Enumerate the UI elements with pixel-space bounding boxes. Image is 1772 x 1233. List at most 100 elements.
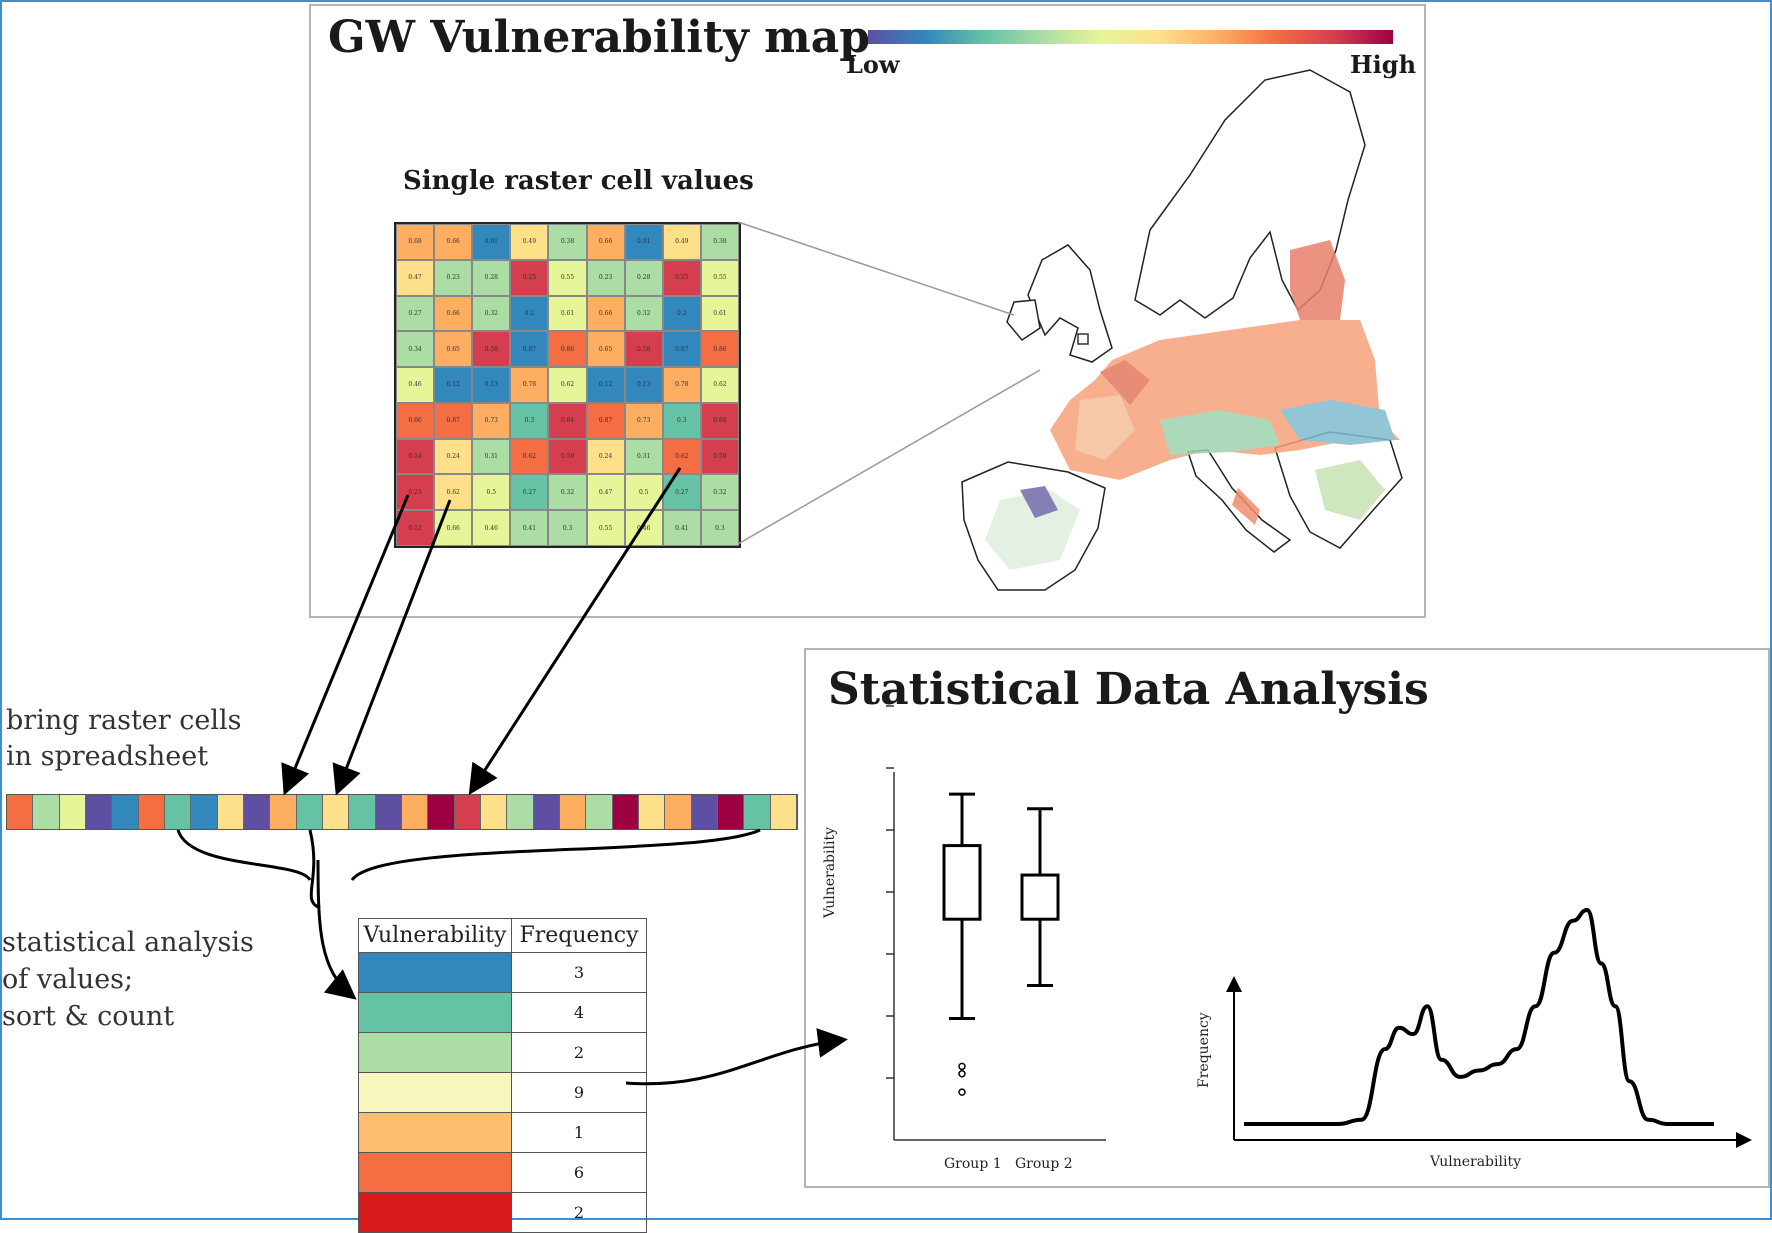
spreadsheet-cell bbox=[349, 795, 376, 829]
raster-cell: 0.32 bbox=[624, 295, 663, 332]
zoom-source-marker bbox=[1077, 333, 1089, 345]
spreadsheet-cell bbox=[717, 795, 745, 829]
raster-cell: 0.66 bbox=[396, 402, 435, 439]
raster-cell: 0.34 bbox=[396, 331, 435, 368]
boxplot-category-2: Group 2 bbox=[1015, 1156, 1073, 1172]
raster-cell: 0.59 bbox=[700, 438, 739, 475]
raster-cell: 0.23 bbox=[586, 259, 625, 296]
table-row: 6 bbox=[358, 1152, 647, 1193]
raster-cell: 0.49 bbox=[662, 224, 701, 260]
table-row: 4 bbox=[358, 992, 647, 1033]
map-title: GW Vulnerability map bbox=[328, 12, 870, 63]
raster-cell: 0.58 bbox=[472, 331, 511, 368]
color-swatch bbox=[358, 1152, 512, 1193]
raster-cell: 0.2 bbox=[510, 295, 549, 332]
spreadsheet-cell bbox=[191, 795, 218, 829]
raster-cell: 0.32 bbox=[472, 295, 511, 332]
raster-cell: 0.12 bbox=[434, 367, 473, 403]
frequency-value: 6 bbox=[511, 1152, 647, 1193]
merge-curves bbox=[176, 828, 848, 1086]
raster-cell: 0.3 bbox=[700, 510, 739, 546]
frequency-value: 3 bbox=[511, 952, 647, 993]
spreadsheet-cell bbox=[33, 795, 60, 829]
raster-cell: 0.65 bbox=[586, 331, 625, 368]
raster-cell: 0.5 bbox=[472, 474, 511, 511]
raster-cell: 0.41 bbox=[510, 510, 549, 546]
raster-cell: 0.73 bbox=[624, 402, 663, 439]
frequency-value: 2 bbox=[511, 1032, 647, 1073]
raster-cell: 0.55 bbox=[548, 259, 587, 296]
spreadsheet-cell bbox=[428, 795, 455, 829]
spreadsheet-cell bbox=[164, 795, 192, 829]
raster-cell: 0.91 bbox=[472, 224, 511, 260]
spreadsheet-cell bbox=[217, 795, 244, 829]
raster-cell: 0.46 bbox=[396, 367, 435, 403]
boxplot-marks bbox=[886, 705, 1060, 1096]
raster-cell: 0.32 bbox=[700, 474, 739, 511]
table-row: 1 bbox=[358, 1112, 647, 1153]
spreadsheet-cell bbox=[533, 795, 560, 829]
boxplot-category-1: Group 1 bbox=[944, 1156, 1002, 1172]
raster-cell: 0.61 bbox=[548, 295, 587, 332]
raster-cell: 0.91 bbox=[624, 224, 663, 260]
uk-outline bbox=[1027, 244, 1113, 363]
spreadsheet-cell bbox=[112, 795, 139, 829]
color-swatch bbox=[358, 1032, 512, 1073]
spreadsheet-cell bbox=[138, 795, 165, 829]
raster-cell: 0.78 bbox=[662, 367, 701, 403]
spreadsheet-cell bbox=[454, 795, 481, 829]
raster-cell: 0.87 bbox=[586, 402, 625, 439]
raster-cell: 0.32 bbox=[548, 474, 587, 511]
raster-cell: 0.62 bbox=[510, 438, 549, 475]
raster-cell: 0.23 bbox=[434, 259, 473, 296]
spreadsheet-cell bbox=[507, 795, 534, 829]
spreadsheet-cell bbox=[770, 795, 797, 829]
raster-cell-grid: 0.68 0.66 0.91 0.49 0.38 0.66 0.91 0.49 0.38 0.47… bbox=[394, 222, 741, 548]
vulnerability-colorbar bbox=[868, 30, 1393, 44]
spreadsheet-cell bbox=[85, 795, 113, 829]
raster-cell: 0.13 bbox=[624, 367, 663, 403]
spreadsheet-cell bbox=[7, 795, 34, 829]
density-xlabel: Vulnerability bbox=[1430, 1154, 1521, 1170]
raster-cell: 0.25 bbox=[510, 259, 549, 296]
header-vulnerability: Vulnerability bbox=[358, 918, 512, 953]
stats-title: Statistical Data Analysis bbox=[828, 664, 1429, 715]
raster-cell: 0.46 bbox=[624, 510, 663, 546]
density-curve bbox=[1244, 907, 1714, 1127]
raster-cell: 0.68 bbox=[396, 224, 435, 260]
boxplot-box bbox=[1020, 873, 1060, 921]
raster-cell: 0.31 bbox=[624, 438, 663, 475]
spreadsheet-cell bbox=[665, 795, 692, 829]
arrow-cell-to-strip-1 bbox=[281, 494, 410, 796]
raster-cell: 0.24 bbox=[586, 438, 625, 475]
spreadsheet-cell bbox=[322, 795, 350, 829]
spreadsheet-label-line1: bring raster cells bbox=[6, 705, 242, 736]
header-frequency: Frequency bbox=[511, 918, 647, 953]
raster-cell: 0.66 bbox=[586, 224, 625, 260]
raster-cell: 0.62 bbox=[700, 367, 739, 403]
spreadsheet-cell bbox=[375, 795, 402, 829]
raster-cell: 0.66 bbox=[434, 224, 473, 260]
analysis-label-line3: sort & count bbox=[2, 1001, 175, 1032]
spreadsheet-cell bbox=[480, 795, 508, 829]
grid-title: Single raster cell values bbox=[403, 166, 754, 196]
raster-cell: 0.78 bbox=[510, 367, 549, 403]
raster-cell: 0.62 bbox=[434, 474, 473, 511]
spreadsheet-cell bbox=[270, 795, 297, 829]
frequency-value: 4 bbox=[511, 992, 647, 1033]
raster-cell: 0.25 bbox=[662, 259, 701, 296]
spreadsheet-cell bbox=[243, 795, 271, 829]
raster-cell: 0.41 bbox=[662, 510, 701, 546]
boxplot-outlier bbox=[958, 1088, 966, 1096]
spreadsheet-cell bbox=[586, 795, 613, 829]
raster-cell: 0.62 bbox=[662, 438, 701, 475]
boxplot-outlier bbox=[958, 1062, 966, 1071]
raster-cell: 0.86 bbox=[700, 331, 739, 368]
zoom-line-top bbox=[737, 221, 1015, 316]
raster-cell: 0.3 bbox=[510, 402, 549, 439]
spreadsheet-cell bbox=[559, 795, 587, 829]
color-swatch bbox=[358, 1112, 512, 1153]
spreadsheet-label-line2: in spreadsheet bbox=[6, 741, 209, 772]
raster-cell: 0.86 bbox=[548, 331, 587, 368]
raster-cell: 0.52 bbox=[396, 510, 435, 546]
